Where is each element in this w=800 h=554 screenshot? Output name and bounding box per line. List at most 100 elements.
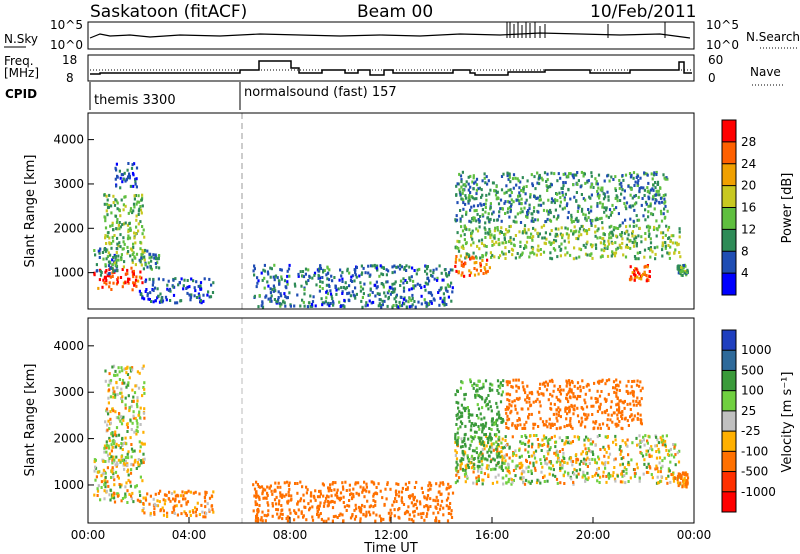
power-cell xyxy=(115,263,118,267)
velocity-cell xyxy=(520,442,523,445)
velocity-cell xyxy=(206,502,209,506)
velocity-cell xyxy=(374,519,377,523)
velocity-cell xyxy=(486,437,489,440)
power-cell xyxy=(124,221,127,225)
velocity-cell xyxy=(526,384,529,388)
velocity-cell xyxy=(99,498,102,502)
velocity-cell xyxy=(359,485,362,489)
velocity-cell xyxy=(586,465,589,468)
velocity-cell xyxy=(469,443,472,447)
velocity-cell xyxy=(374,503,377,507)
velocity-cell xyxy=(210,494,213,498)
power-cell xyxy=(647,197,650,201)
power-cell xyxy=(110,241,113,245)
velocity-cell xyxy=(616,474,619,478)
power-cell xyxy=(622,178,625,182)
power-cell xyxy=(113,203,117,207)
power-cell xyxy=(678,227,681,231)
velocity-cell xyxy=(645,465,648,469)
power-cell xyxy=(278,302,281,306)
velocity-cell xyxy=(460,437,463,441)
velocity-cell xyxy=(569,423,572,427)
velocity-cell xyxy=(123,462,126,466)
velocity-cell xyxy=(114,463,117,467)
velocity-cell xyxy=(477,469,480,473)
velocity-cell xyxy=(382,517,385,521)
power-cell xyxy=(643,271,646,275)
velocity-cell xyxy=(583,443,586,447)
power-cell xyxy=(425,265,428,269)
power-cell xyxy=(647,181,650,185)
velocity-cell xyxy=(533,453,536,457)
velocity-cell xyxy=(623,399,626,403)
power-cell xyxy=(509,194,512,198)
power-cell xyxy=(102,278,105,282)
velocity-cell xyxy=(332,515,335,519)
power-cell xyxy=(676,265,679,269)
power-cell xyxy=(614,251,618,255)
power-cell xyxy=(499,198,503,202)
velocity-cell xyxy=(516,423,519,427)
power-cell xyxy=(381,299,384,303)
velocity-cell xyxy=(642,472,645,476)
velocity-cell xyxy=(256,483,259,486)
power-cell xyxy=(546,189,549,192)
velocity-cell xyxy=(504,408,507,411)
power-cell xyxy=(585,242,588,246)
power-cell xyxy=(438,303,441,307)
velocity-cell xyxy=(496,418,499,422)
power-cell xyxy=(498,243,501,247)
velocity-cell xyxy=(566,381,569,385)
power-cell xyxy=(346,267,349,271)
velocity-cell xyxy=(336,488,339,492)
velocity-cell xyxy=(109,498,112,502)
velocity-cell xyxy=(141,394,144,398)
power-cell xyxy=(599,201,602,205)
power-cell xyxy=(253,264,256,268)
velocity-cell xyxy=(477,479,480,482)
velocity-cell xyxy=(596,389,599,393)
velocity-cell xyxy=(450,512,453,516)
velocity-cell xyxy=(516,419,519,423)
power-cell xyxy=(642,186,645,190)
power-cell xyxy=(370,301,373,305)
power-cell xyxy=(119,186,122,190)
velocity-cell xyxy=(558,385,562,388)
velocity-cell xyxy=(166,515,169,518)
power-cell xyxy=(263,276,266,280)
power-cell xyxy=(589,218,592,222)
power-cell xyxy=(445,303,448,306)
velocity-cell xyxy=(277,516,280,520)
velocity-cell xyxy=(139,445,142,449)
power-cell xyxy=(615,247,618,251)
velocity-cell xyxy=(198,492,201,496)
power-cell xyxy=(354,268,357,272)
velocity-cell xyxy=(496,450,499,454)
power-cell xyxy=(662,212,665,216)
velocity-cell xyxy=(527,450,530,454)
power-cell xyxy=(556,192,559,196)
velocity-cell xyxy=(110,432,113,436)
n-sky-tick-top: 10^5 xyxy=(50,18,83,32)
power-cell xyxy=(664,204,667,208)
power-cell xyxy=(578,227,582,231)
velocity-cell xyxy=(561,448,564,451)
velocity-cell xyxy=(545,457,548,461)
velocity-cell xyxy=(548,379,551,383)
velocity-cell xyxy=(126,452,129,456)
x-tick-label: 04:00 xyxy=(172,528,207,542)
power-cell xyxy=(152,277,155,281)
velocity-cell xyxy=(556,453,560,457)
velocity-cell xyxy=(287,484,290,487)
power-cell xyxy=(360,264,363,268)
power-cell xyxy=(526,210,529,214)
velocity-cell xyxy=(309,499,312,503)
velocity-cell xyxy=(126,462,129,466)
velocity-cell xyxy=(112,455,115,459)
velocity-cell xyxy=(519,440,522,444)
power-cell xyxy=(436,278,439,282)
velocity-cell xyxy=(276,508,280,512)
velocity-cell xyxy=(96,489,100,493)
velocity-cell xyxy=(495,433,498,436)
velocity-cell xyxy=(441,481,444,485)
